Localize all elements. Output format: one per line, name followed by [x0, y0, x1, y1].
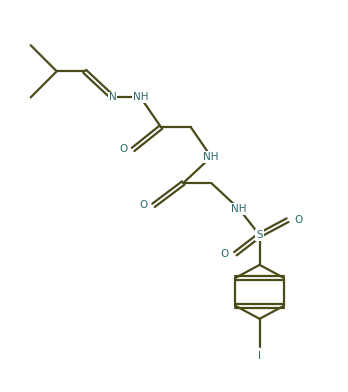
Text: I: I [258, 351, 261, 361]
Text: NH: NH [231, 204, 247, 214]
Text: O: O [140, 200, 148, 210]
Text: S: S [256, 230, 263, 240]
Text: O: O [221, 249, 229, 259]
Text: NH: NH [204, 152, 219, 162]
Text: N: N [109, 93, 117, 102]
Text: O: O [294, 215, 302, 225]
Text: O: O [119, 145, 127, 154]
Text: NH: NH [133, 93, 148, 102]
